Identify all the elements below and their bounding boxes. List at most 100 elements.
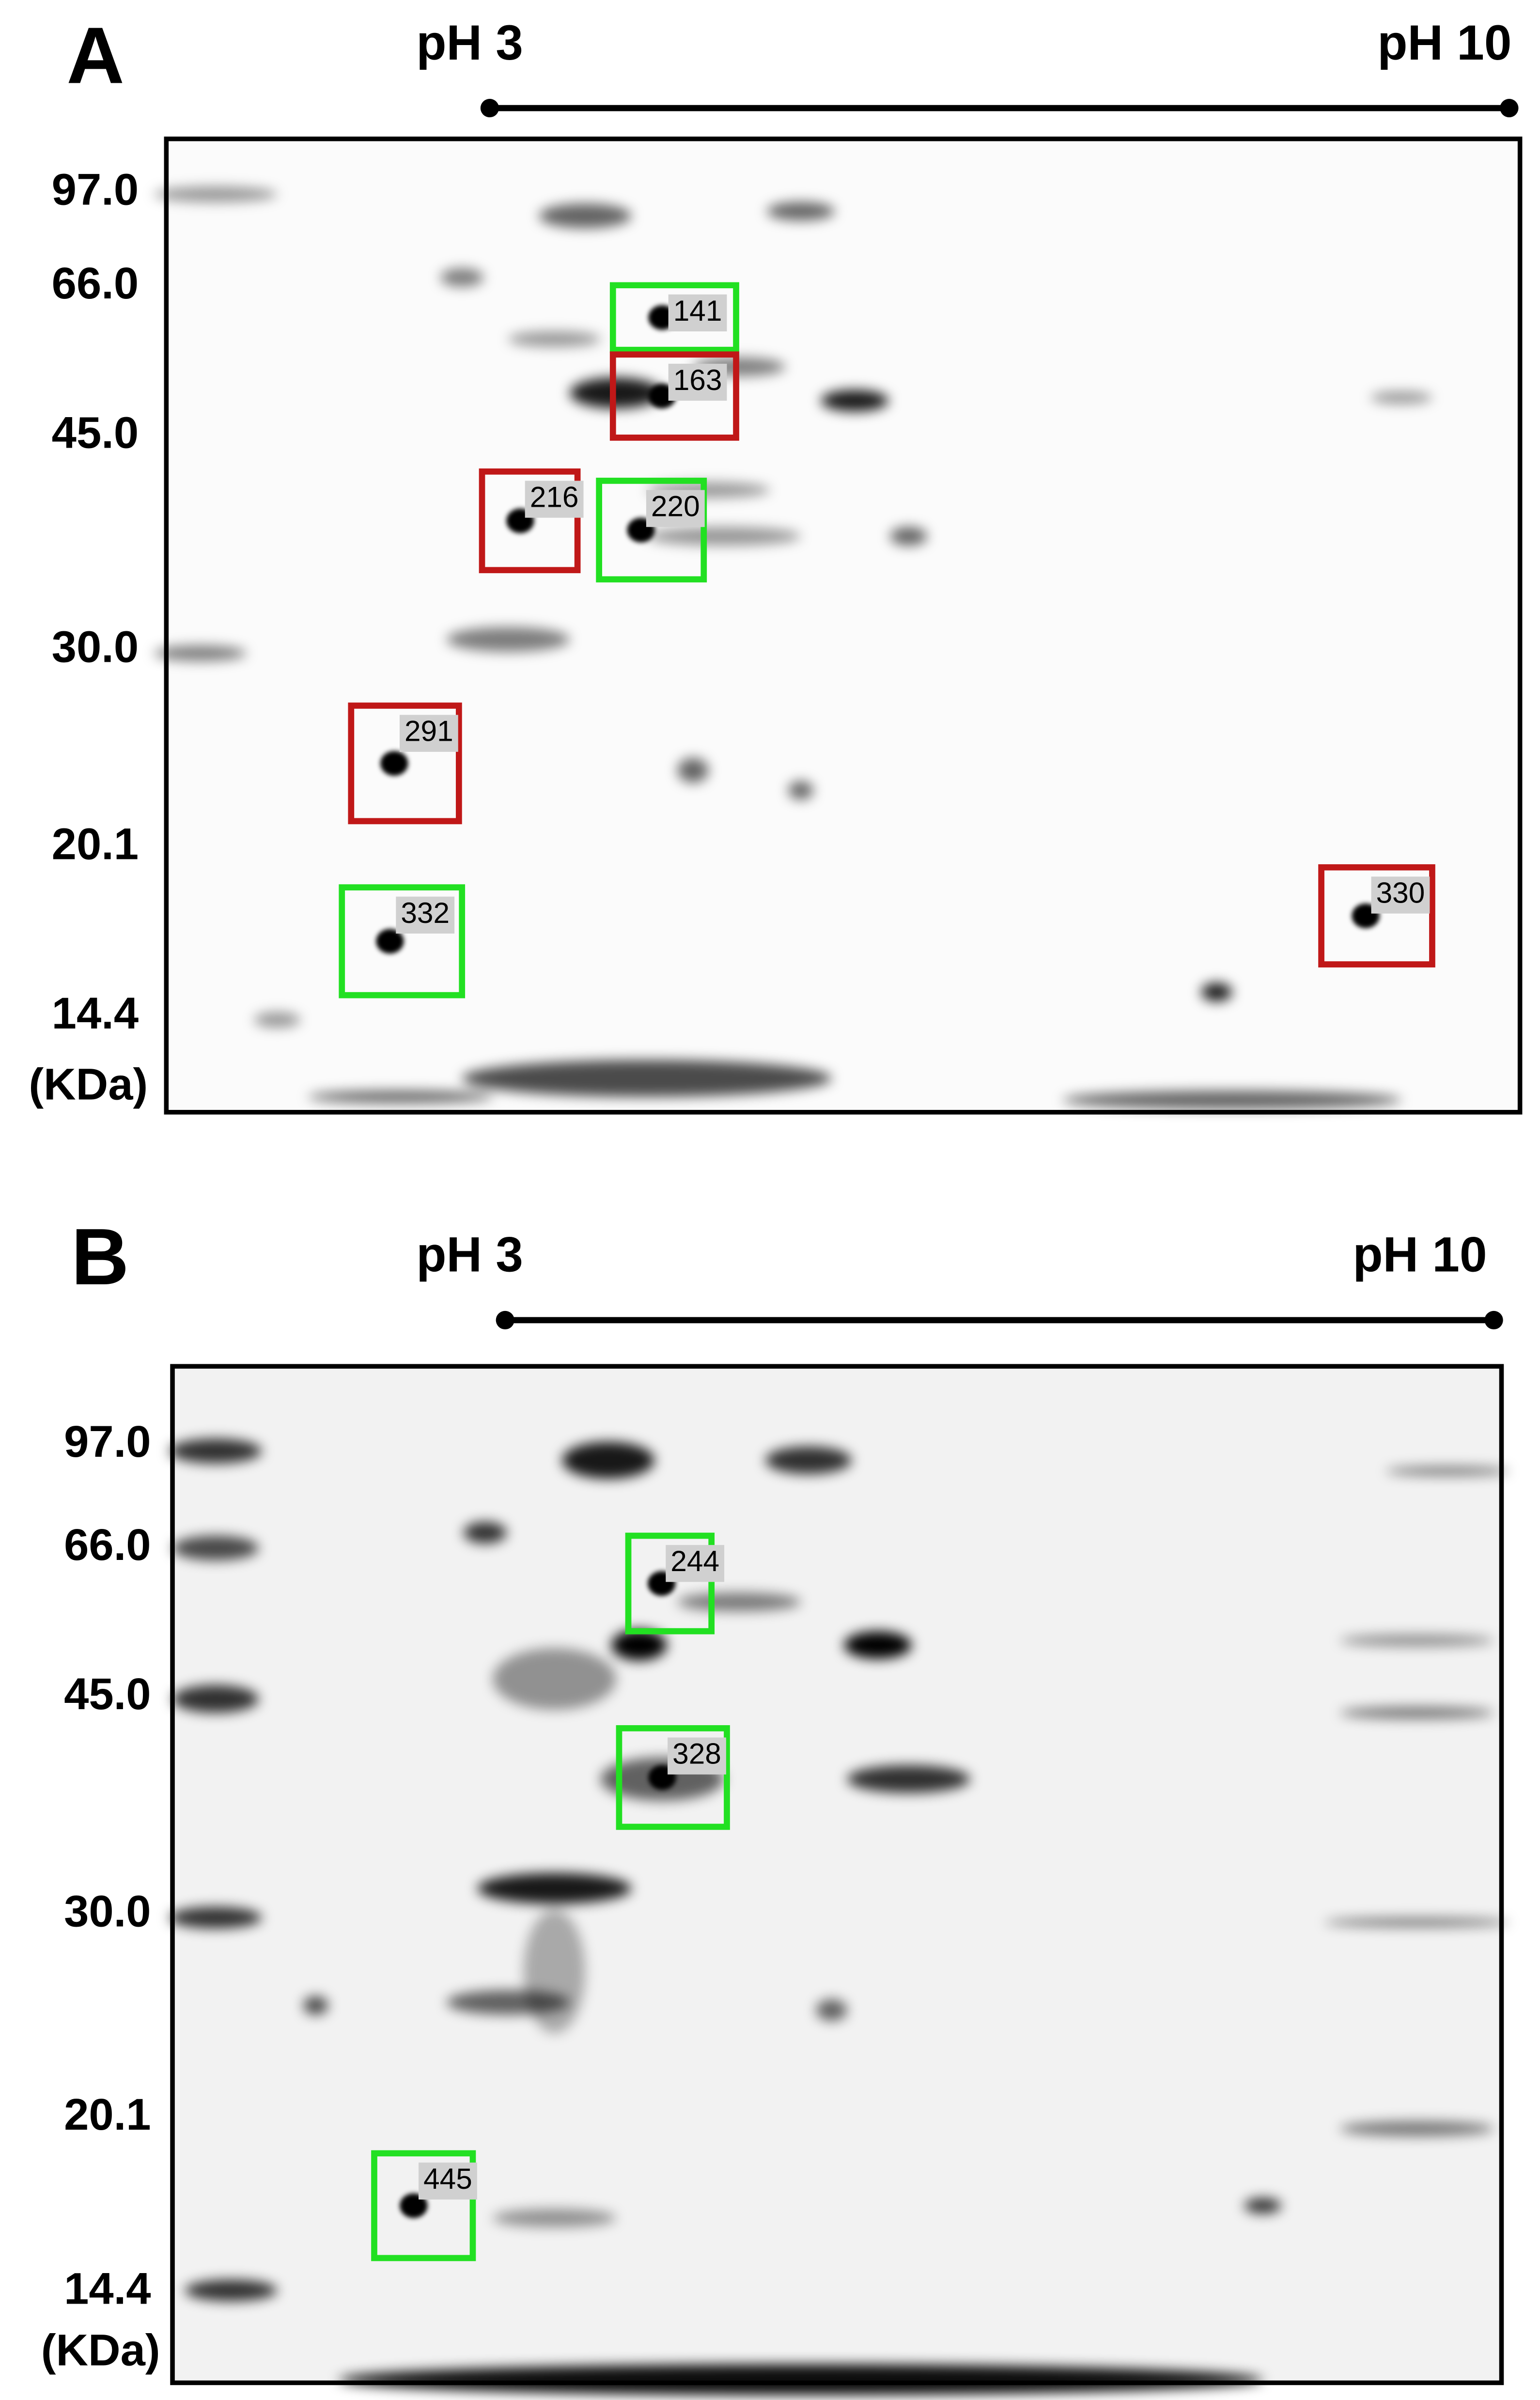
spot-box [616,1725,730,1830]
gel-spots [169,1438,1509,2395]
ph-end-label: pH 10 [1353,1227,1487,1282]
gel-smear [523,1910,586,2033]
gel-smear [308,1091,493,1103]
gel-smear [1201,982,1232,1001]
gel-smear [765,1446,852,1474]
spot-box [339,884,466,998]
gel-smear [847,1765,970,1793]
gel-smear [816,1999,847,2021]
spot-label: 141 [673,294,722,327]
panel-label: A [66,11,124,100]
gel-smear [647,527,801,545]
gel-smear [477,1873,632,1904]
gel-smear [339,2364,1263,2395]
gel-smear [172,1536,259,1560]
gel-smear [890,527,927,545]
gel-image [172,1366,1502,2383]
mw-label: 30.0 [64,1886,151,1936]
gel-smear [254,1012,300,1028]
spot-box [625,1532,715,1635]
spot-label-bg [668,363,727,401]
gel-smear [493,1648,616,1710]
spot-label-bg [666,1545,725,1582]
spot-label-bg [399,715,458,752]
gel-smear [611,1629,667,1661]
gel-smear [462,1060,832,1097]
gel-smear [1386,1466,1509,1476]
gel-border [164,136,1523,1115]
gel-smear [1324,1917,1509,1927]
spot-marker: 163 [609,351,739,441]
spot-box [1318,864,1435,967]
gel-smear [463,1522,507,1543]
gel-border [170,1364,1504,2385]
spot-box [371,2150,476,2261]
spot-label: 328 [672,1737,721,1770]
gel-smear [821,390,889,412]
mw-label: 45.0 [52,408,139,458]
spot-label: 244 [670,1544,719,1577]
spot-marker: 141 [609,282,739,353]
mw-unit: (KDa) [29,1059,148,1109]
spot-marker: 330 [1318,864,1435,967]
spot-label: 216 [530,481,579,514]
gel-smear [1244,2197,1281,2213]
spot-marker: 220 [596,478,707,583]
mw-label: 14.4 [64,2263,151,2313]
spot-label: 330 [1376,876,1425,909]
spot-box [609,282,739,353]
spot-marker: 216 [479,468,584,574]
gel-smear [1339,1634,1494,1647]
gel-smear [169,1907,262,1929]
ph-start-label: pH 3 [416,1227,523,1282]
gel-smear [1062,1091,1401,1109]
mw-unit: (KDa) [41,2325,160,2375]
spot-label: 291 [404,715,453,748]
spot-label: 332 [401,896,450,929]
mw-label: 97.0 [64,1417,151,1466]
spot-box [609,351,739,441]
spot-marker: 332 [339,884,466,998]
ph-dot [1500,99,1519,118]
spot-box [596,478,707,583]
gel-smear [539,203,632,229]
spot-label-bg [396,896,455,934]
mw-label: 14.4 [52,988,139,1038]
gel-smear [154,645,247,661]
spot-label-bg [646,490,705,527]
mw-label: 20.1 [64,2089,151,2139]
ph-dot [480,99,499,118]
spot-label-bg [419,2162,477,2200]
spot-box [348,702,462,825]
gel-smear [446,627,570,652]
gel-smear [767,202,835,221]
gel-smear [1370,391,1432,404]
spot-marker: 291 [348,702,462,825]
ph-end-label: pH 10 [1377,15,1511,70]
gel-smear [677,1592,801,1611]
ph-dot [496,1310,514,1330]
gel-smear [1339,1706,1494,1719]
mw-label: 97.0 [52,164,139,214]
spot-label: 220 [651,490,700,523]
protein-spot [380,751,408,776]
spot-label-bg [1371,876,1430,914]
mw-label: 30.0 [52,622,139,671]
gel-smear [844,1631,912,1659]
gel-image [166,139,1520,1112]
gel-smear [1339,2121,1494,2136]
ph-dot [1484,1310,1503,1330]
spot-label-bg [668,294,727,332]
gel-smear [508,331,601,347]
ph-start-label: pH 3 [416,15,523,70]
gel-smear [562,1442,655,1479]
mw-label: 66.0 [52,258,139,308]
spot-label: 163 [673,363,722,396]
protein-spot [376,929,404,954]
spot-label-bg [525,481,584,518]
gel-smear [440,268,484,287]
